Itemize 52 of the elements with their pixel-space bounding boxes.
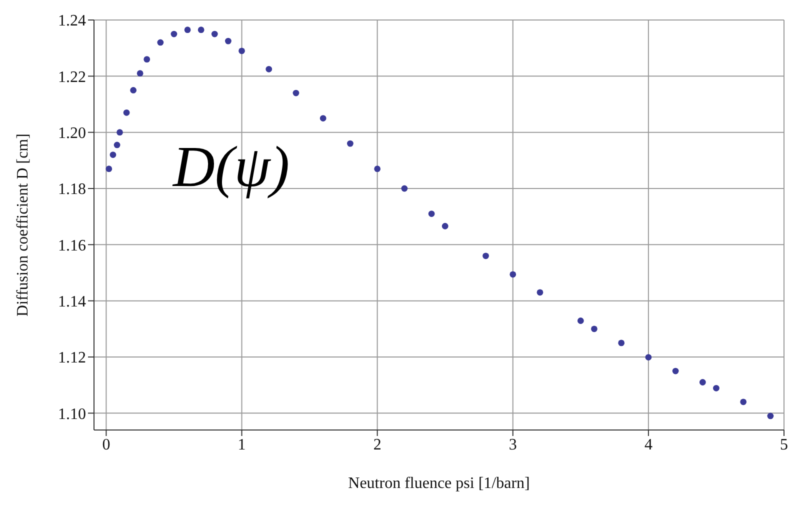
x-tick-label: 5 — [780, 436, 788, 454]
point — [740, 398, 747, 406]
point — [482, 252, 489, 260]
point — [238, 48, 245, 54]
y-axis-title: Diffusion coefficient D [cm] — [14, 134, 32, 316]
point — [116, 129, 123, 136]
x-tick-label: 4 — [644, 436, 652, 454]
point — [184, 26, 191, 34]
point — [225, 38, 232, 44]
point — [428, 210, 435, 217]
point — [347, 140, 354, 147]
point — [266, 66, 272, 72]
point — [401, 185, 408, 192]
point — [618, 340, 625, 346]
point — [144, 56, 150, 63]
point — [198, 26, 204, 34]
y-tick-label: 1.18 — [58, 181, 86, 198]
point — [106, 166, 112, 172]
point — [320, 115, 326, 122]
point — [672, 368, 679, 374]
point — [136, 70, 144, 77]
y-tick-label: 1.22 — [58, 68, 86, 86]
point — [292, 90, 300, 96]
annotation: D(ψ) — [173, 133, 290, 200]
point — [510, 271, 516, 278]
y-tick-label: 1.24 — [58, 12, 86, 30]
point — [110, 152, 116, 158]
point — [713, 384, 720, 392]
point — [645, 354, 652, 360]
point — [130, 87, 137, 94]
point — [536, 289, 544, 296]
y-tick-label: 1.14 — [58, 294, 86, 310]
point — [767, 412, 774, 420]
x-tick-label: 0 — [102, 436, 110, 454]
y-tick-label: 1.10 — [58, 406, 86, 423]
x-tick-label: 1 — [238, 436, 246, 454]
y-tick-label: 1.12 — [58, 350, 86, 367]
point — [170, 30, 178, 38]
point — [157, 39, 164, 46]
point — [442, 222, 448, 230]
point — [211, 30, 218, 38]
point — [591, 326, 598, 332]
point — [114, 142, 120, 148]
x-axis-title: Neutron fluence psi [1/barn] — [348, 475, 530, 492]
point — [699, 379, 706, 386]
y-tick-label: 1.16 — [58, 237, 86, 254]
point — [123, 109, 130, 116]
point — [577, 318, 584, 324]
point — [374, 166, 381, 172]
x-tick-label: 2 — [373, 436, 382, 454]
x-tick-label: 3 — [508, 436, 517, 454]
y-tick-label: 1.20 — [58, 125, 86, 142]
